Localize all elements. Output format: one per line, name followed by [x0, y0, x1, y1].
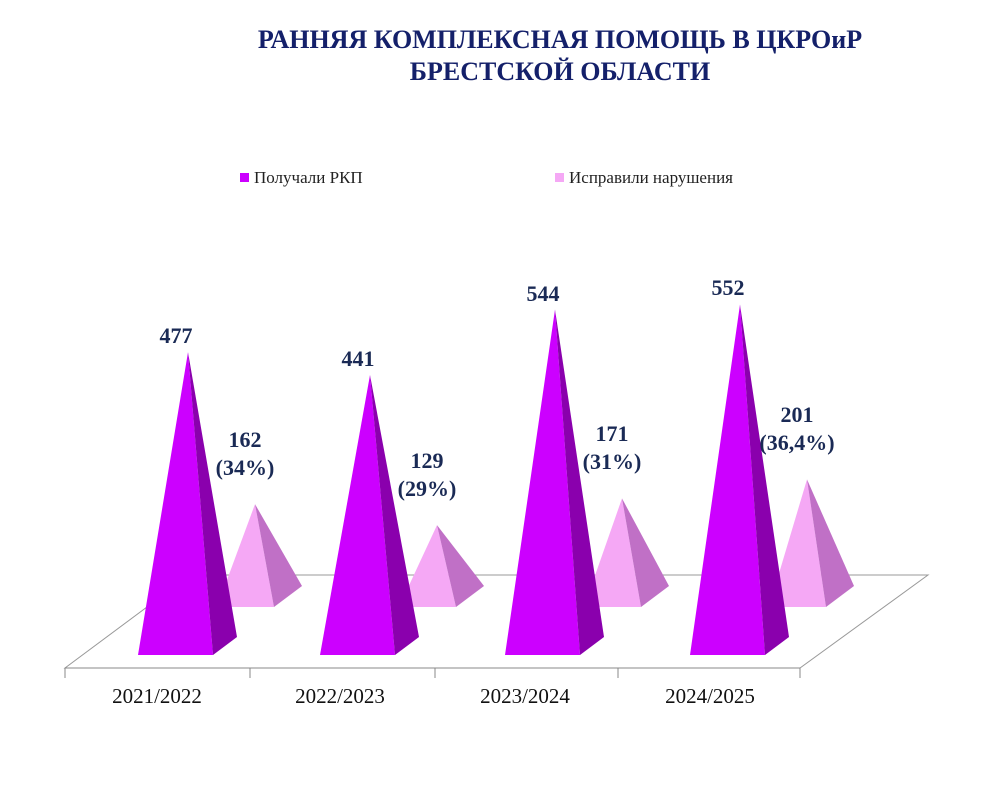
pyramid-face: [138, 352, 213, 655]
legend-label: Получали РКП: [254, 168, 363, 187]
pyramid-side: [370, 374, 419, 655]
pyramid: [584, 498, 669, 607]
x-tick-label: 2022/2023: [295, 684, 385, 708]
pyramid-face: [399, 525, 456, 607]
pyramid-face: [217, 504, 274, 607]
chart-title: РАННЯЯ КОМПЛЕКСНАЯ ПОМОЩЬ В ЦКРОиР БРЕСТ…: [257, 25, 863, 86]
pyramid-side: [555, 309, 604, 655]
x-tick-label: 2024/2025: [665, 684, 755, 708]
pyramid-side: [255, 504, 302, 607]
value-label: 441: [341, 345, 375, 371]
value-label: 201 (36,4%): [759, 402, 835, 456]
pyramid: [399, 525, 484, 607]
pyramid-face: [320, 374, 395, 655]
pyramid: [217, 504, 302, 607]
x-tick-label: 2023/2024: [480, 684, 570, 708]
pyramid-side: [622, 498, 669, 607]
value-label: 129 (29%): [397, 448, 457, 502]
value-label: 477: [159, 323, 193, 349]
x-tick-label: 2021/2022: [112, 684, 202, 708]
pyramid-face: [584, 498, 641, 607]
value-label: 162 (34%): [215, 427, 275, 481]
legend-label: Исправили нарушения: [569, 168, 733, 187]
pyramid-side: [807, 479, 854, 607]
pyramid-side: [188, 352, 237, 655]
pyramid: [138, 352, 237, 655]
pyramid-side: [740, 304, 789, 655]
pyramid-face: [505, 309, 580, 655]
value-label: 552: [711, 275, 745, 301]
legend-swatch: [555, 173, 564, 182]
pyramid: [690, 304, 789, 655]
pyramid-side: [437, 525, 484, 607]
value-label: 544: [526, 280, 560, 306]
pyramid: [769, 479, 854, 607]
pyramid: [505, 309, 604, 655]
value-label: 171 (31%): [582, 421, 642, 475]
legend-swatch: [240, 173, 249, 182]
pyramid: [320, 374, 419, 655]
